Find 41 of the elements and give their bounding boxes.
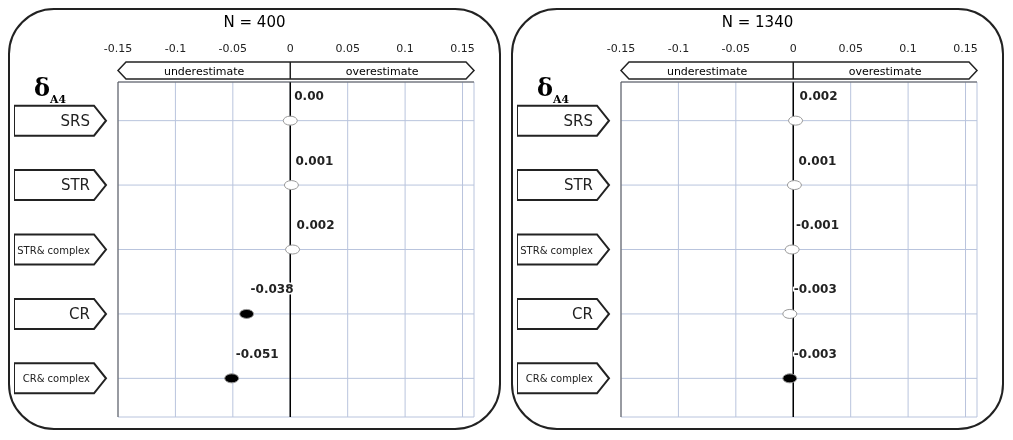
- x-tick-label: -0.05: [721, 42, 751, 55]
- y-tick-label: CR& complex: [525, 373, 594, 385]
- y-tick-label: CR: [69, 304, 90, 323]
- data-label: 0.001: [295, 153, 334, 168]
- x-tick-label: 0.05: [335, 42, 360, 55]
- y-tick-label: CR& complex: [22, 373, 91, 385]
- x-tick-label: -0.05: [218, 42, 248, 55]
- x-tick-label: 0.15: [953, 42, 978, 55]
- data-label: -0.001: [796, 217, 840, 232]
- text: underestimate: [163, 65, 245, 78]
- x-tick-label: 0: [789, 42, 797, 55]
- data-label: -0.051: [235, 346, 279, 361]
- text: overestimate: [848, 65, 922, 78]
- data-label: 0.001: [798, 153, 837, 168]
- y-axis-title: δ$_{A4}$: [34, 73, 67, 106]
- y-tick-label: CR: [572, 304, 593, 323]
- x-tick-label: 0: [286, 42, 294, 55]
- chart-title: N = 400: [222, 12, 287, 32]
- y-tick-label: STR: [563, 176, 593, 195]
- y-tick-label: STR: [60, 176, 90, 195]
- y-tick-label: SRS: [563, 111, 593, 130]
- data-label: -0.003: [793, 346, 837, 361]
- text: underestimate: [666, 65, 748, 78]
- y-tick-label: SRS: [60, 111, 90, 130]
- y-tick-label: STR& complex: [520, 244, 594, 256]
- data-label: 0.002: [296, 217, 335, 232]
- data-label: -0.003: [793, 282, 837, 297]
- data-label: 0.00: [294, 89, 324, 104]
- x-tick-label: 0.1: [396, 42, 414, 55]
- y-axis-title: δ$_{A4}$: [537, 73, 570, 106]
- x-tick-label: -0.15: [103, 42, 133, 55]
- x-tick-label: -0.15: [606, 42, 636, 55]
- x-tick-label: 0.1: [899, 42, 917, 55]
- x-tick-label: -0.1: [164, 42, 187, 55]
- data-label: 0.002: [799, 89, 838, 104]
- text: overestimate: [345, 65, 419, 78]
- y-tick-label: STR& complex: [17, 244, 91, 256]
- x-tick-label: 0.05: [838, 42, 863, 55]
- chart-title: N = 1340: [720, 12, 795, 32]
- x-tick-label: 0.15: [450, 42, 475, 55]
- x-tick-label: -0.1: [667, 42, 690, 55]
